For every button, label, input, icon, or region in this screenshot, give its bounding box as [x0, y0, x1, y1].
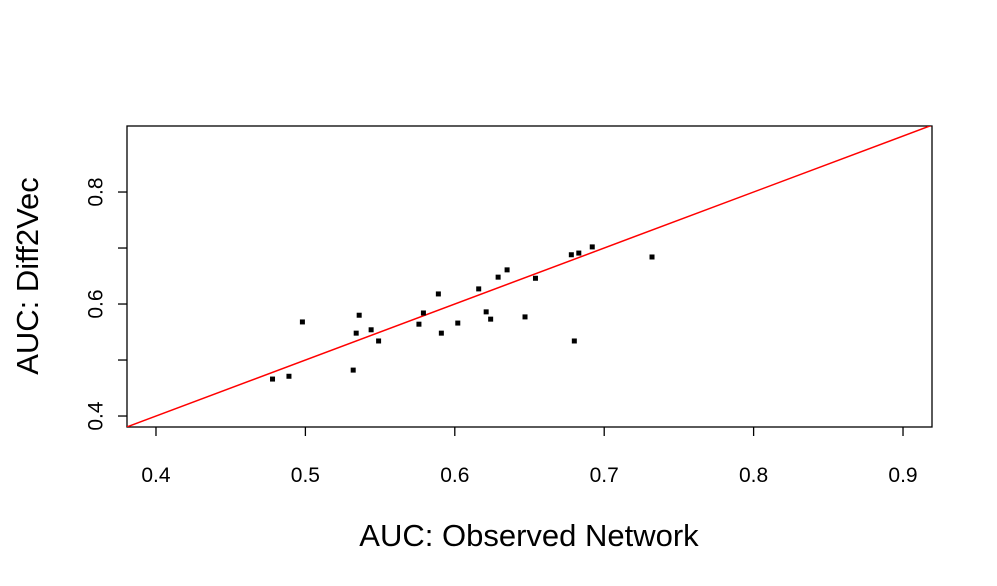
x-tick-label: 0.5: [291, 464, 320, 487]
plot-frame: [126, 125, 933, 428]
point: [368, 327, 374, 333]
point: [353, 330, 359, 336]
point: [438, 330, 444, 336]
point: [488, 316, 494, 322]
point: [571, 338, 577, 344]
point: [416, 321, 422, 327]
point: [270, 376, 276, 382]
x-tick-label: 0.7: [590, 464, 619, 487]
point: [568, 252, 574, 258]
point: [420, 310, 426, 316]
point: [435, 291, 441, 297]
point: [356, 312, 362, 318]
point: [532, 275, 538, 281]
reference-line: [127, 126, 932, 427]
point: [504, 267, 510, 273]
point: [376, 338, 382, 344]
point: [483, 309, 489, 315]
point: [649, 254, 655, 260]
y-tick-label: 0.8: [85, 177, 108, 206]
y-tick-label: 0.6: [85, 289, 108, 318]
point: [576, 250, 582, 256]
point: [455, 320, 461, 326]
point: [350, 367, 356, 373]
point: [476, 286, 482, 292]
x-tick-label: 0.8: [739, 464, 768, 487]
point: [299, 319, 305, 325]
point: [286, 373, 292, 379]
y-axis-title: AUC: Diff2Vec: [10, 177, 45, 375]
x-tick-label: 0.9: [888, 464, 917, 487]
point: [589, 244, 595, 250]
x-tick-label: 0.4: [141, 464, 171, 487]
point: [495, 274, 501, 280]
point: [522, 314, 528, 320]
x-tick-label: 0.6: [440, 464, 469, 487]
y-tick-label: 0.4: [85, 401, 108, 431]
x-axis-title: AUC: Observed Network: [359, 518, 699, 553]
